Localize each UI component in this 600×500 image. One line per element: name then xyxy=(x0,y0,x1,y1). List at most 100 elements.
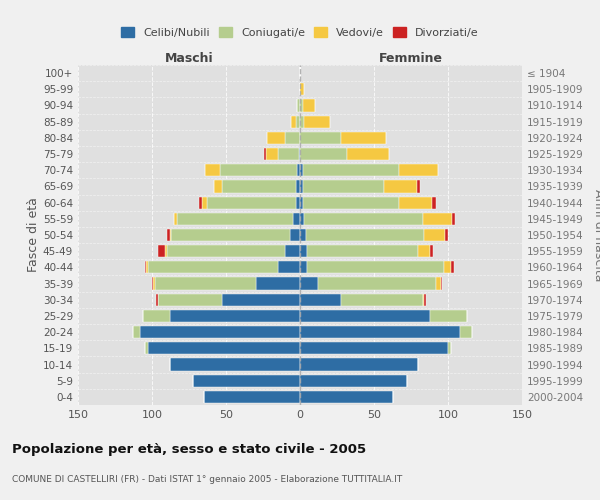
Bar xyxy=(297,164,300,176)
Bar xyxy=(177,212,293,225)
Bar xyxy=(221,294,300,306)
Bar xyxy=(221,180,296,192)
Bar xyxy=(207,196,296,208)
Bar xyxy=(452,212,455,225)
Y-axis label: Anni di nascita: Anni di nascita xyxy=(592,188,600,281)
Bar xyxy=(140,326,300,338)
Bar xyxy=(451,262,454,274)
Bar xyxy=(448,342,451,354)
Bar xyxy=(300,229,306,241)
Bar xyxy=(266,148,278,160)
Bar xyxy=(300,342,448,354)
Bar xyxy=(445,229,448,241)
Bar xyxy=(158,294,221,306)
Bar xyxy=(291,116,296,128)
Bar xyxy=(145,262,146,274)
Bar xyxy=(193,374,300,387)
Bar xyxy=(399,196,432,208)
Bar xyxy=(300,245,307,258)
Bar xyxy=(299,148,300,160)
Bar xyxy=(296,180,300,192)
Bar xyxy=(296,196,300,208)
Bar xyxy=(300,391,393,403)
Bar xyxy=(341,132,386,144)
Bar xyxy=(300,310,430,322)
Bar xyxy=(300,100,303,112)
Text: Femmine: Femmine xyxy=(379,52,443,65)
Bar xyxy=(268,132,285,144)
Bar xyxy=(418,245,430,258)
Bar xyxy=(155,278,256,289)
Bar xyxy=(443,262,451,274)
Bar xyxy=(300,148,347,160)
Bar xyxy=(154,278,155,289)
Bar xyxy=(278,262,300,274)
Bar xyxy=(265,148,266,160)
Bar xyxy=(205,164,220,176)
Bar xyxy=(256,278,300,289)
Bar xyxy=(170,358,300,370)
Bar xyxy=(430,245,433,258)
Bar xyxy=(170,310,300,322)
Bar xyxy=(278,148,299,160)
Bar xyxy=(430,310,467,322)
Bar xyxy=(152,278,154,289)
Bar xyxy=(293,212,300,225)
Bar xyxy=(167,245,285,258)
Bar xyxy=(297,100,300,112)
Bar xyxy=(385,180,417,192)
Bar xyxy=(158,245,166,258)
Bar xyxy=(424,294,426,306)
Bar xyxy=(285,245,300,258)
Bar xyxy=(424,229,445,241)
Bar xyxy=(306,229,424,241)
Bar xyxy=(296,116,300,128)
Bar xyxy=(300,374,407,387)
Bar xyxy=(300,278,318,289)
Bar xyxy=(440,278,442,289)
Bar xyxy=(202,196,207,208)
Bar xyxy=(148,342,300,354)
Bar xyxy=(300,294,341,306)
Bar xyxy=(423,212,452,225)
Bar xyxy=(300,116,304,128)
Bar xyxy=(303,100,315,112)
Bar xyxy=(300,164,303,176)
Bar xyxy=(148,262,278,274)
Bar xyxy=(341,294,423,306)
Bar xyxy=(303,164,399,176)
Bar xyxy=(199,196,202,208)
Bar xyxy=(170,229,171,241)
Bar xyxy=(304,212,423,225)
Bar xyxy=(220,164,297,176)
Bar xyxy=(214,180,221,192)
Bar xyxy=(303,180,385,192)
Bar xyxy=(436,278,440,289)
Bar xyxy=(303,196,399,208)
Bar xyxy=(143,310,170,322)
Legend: Celibi/Nubili, Coniugati/e, Vedovi/e, Divorziati/e: Celibi/Nubili, Coniugati/e, Vedovi/e, Di… xyxy=(117,23,483,42)
Bar xyxy=(307,262,443,274)
Bar xyxy=(300,212,304,225)
Y-axis label: Fasce di età: Fasce di età xyxy=(27,198,40,272)
Bar xyxy=(300,132,341,144)
Text: COMUNE DI CASTELLIRI (FR) - Dati ISTAT 1° gennaio 2005 - Elaborazione TUTTITALIA: COMUNE DI CASTELLIRI (FR) - Dati ISTAT 1… xyxy=(12,475,402,484)
Bar xyxy=(300,358,418,370)
Bar xyxy=(204,391,300,403)
Bar xyxy=(157,294,158,306)
Bar xyxy=(290,229,300,241)
Bar xyxy=(423,294,424,306)
Bar xyxy=(307,245,418,258)
Bar xyxy=(300,196,303,208)
Bar xyxy=(145,342,148,354)
Text: Popolazione per età, sesso e stato civile - 2005: Popolazione per età, sesso e stato civil… xyxy=(12,442,366,456)
Bar xyxy=(174,212,177,225)
Bar xyxy=(300,83,304,96)
Bar xyxy=(318,278,436,289)
Bar xyxy=(460,326,472,338)
Bar xyxy=(285,132,300,144)
Bar xyxy=(300,180,303,192)
Bar xyxy=(347,148,389,160)
Bar xyxy=(399,164,437,176)
Bar xyxy=(166,245,167,258)
